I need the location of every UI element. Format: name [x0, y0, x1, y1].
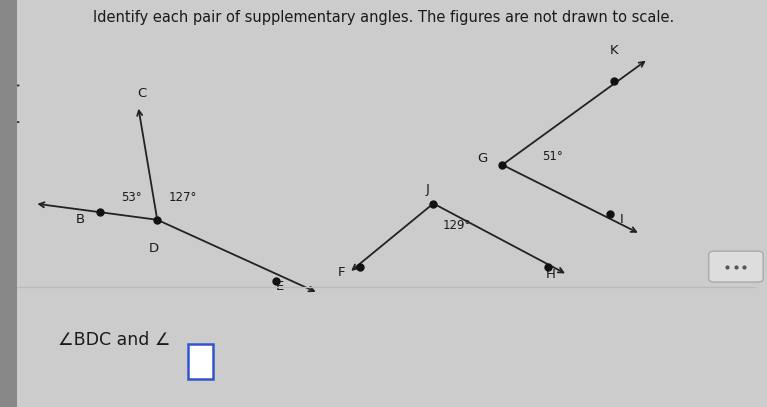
- Text: K: K: [609, 44, 618, 57]
- Bar: [0, 0, 17, 407]
- Text: G: G: [477, 152, 487, 165]
- Text: J: J: [426, 183, 430, 196]
- Text: B: B: [76, 213, 85, 226]
- Text: D: D: [148, 242, 159, 255]
- Text: Identify each pair of supplementary angles. The figures are not drawn to scale.: Identify each pair of supplementary angl…: [93, 10, 674, 25]
- Text: H: H: [546, 268, 555, 281]
- Text: 129°: 129°: [443, 219, 470, 232]
- Text: E: E: [276, 280, 284, 293]
- Text: 51°: 51°: [542, 150, 563, 163]
- FancyBboxPatch shape: [709, 251, 763, 282]
- Text: C: C: [137, 87, 146, 100]
- Text: ∠BDC and ∠: ∠BDC and ∠: [58, 331, 170, 349]
- Text: 53°: 53°: [122, 191, 142, 204]
- Text: 127°: 127°: [169, 191, 196, 204]
- FancyBboxPatch shape: [188, 344, 213, 379]
- Text: F: F: [337, 266, 345, 279]
- Text: I: I: [620, 213, 623, 226]
